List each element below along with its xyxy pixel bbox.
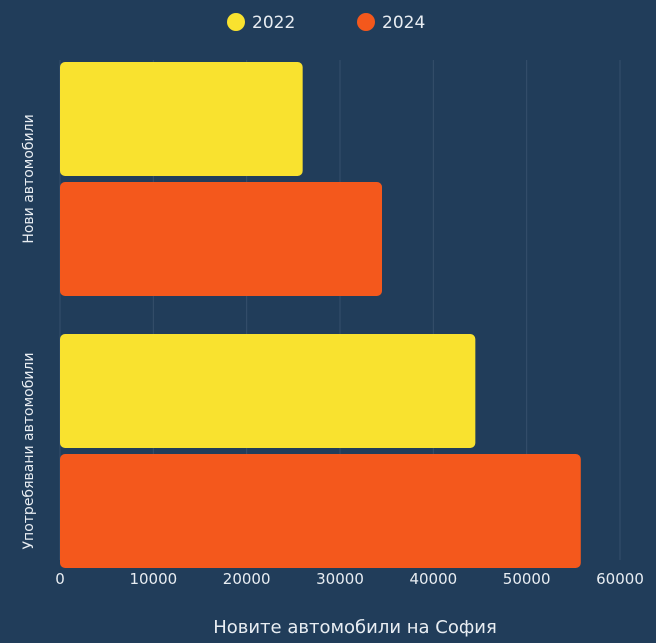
legend-label-2022: 2022 <box>252 13 295 33</box>
x-axis-title: Новите автомобили на София <box>213 617 497 638</box>
bar-2022-new <box>60 62 303 176</box>
x-tick-labels: 0 10000 20000 30000 40000 50000 60000 <box>55 570 644 588</box>
x-tick-label-0: 0 <box>55 570 65 588</box>
legend-marker-2024 <box>357 13 375 31</box>
legend-marker-2022 <box>227 13 245 31</box>
legend-label-2024: 2024 <box>382 13 425 33</box>
bar-2024-new <box>60 182 382 296</box>
x-tick-label-2: 20000 <box>223 570 271 588</box>
x-tick-label-5: 50000 <box>503 570 551 588</box>
category-labels: Нови автомобили Употребявани автомобили <box>21 114 37 549</box>
bars <box>60 62 581 568</box>
x-tick-label-3: 30000 <box>316 570 364 588</box>
x-tick-label-1: 10000 <box>129 570 177 588</box>
category-label-1: Употребявани автомобили <box>21 353 37 550</box>
legend: 2022 2024 <box>227 13 425 33</box>
bar-2024-used <box>60 454 581 568</box>
x-tick-label-6: 60000 <box>596 570 644 588</box>
category-label-0: Нови автомобили <box>21 114 37 243</box>
bar-2022-used <box>60 334 476 448</box>
x-tick-label-4: 40000 <box>409 570 457 588</box>
